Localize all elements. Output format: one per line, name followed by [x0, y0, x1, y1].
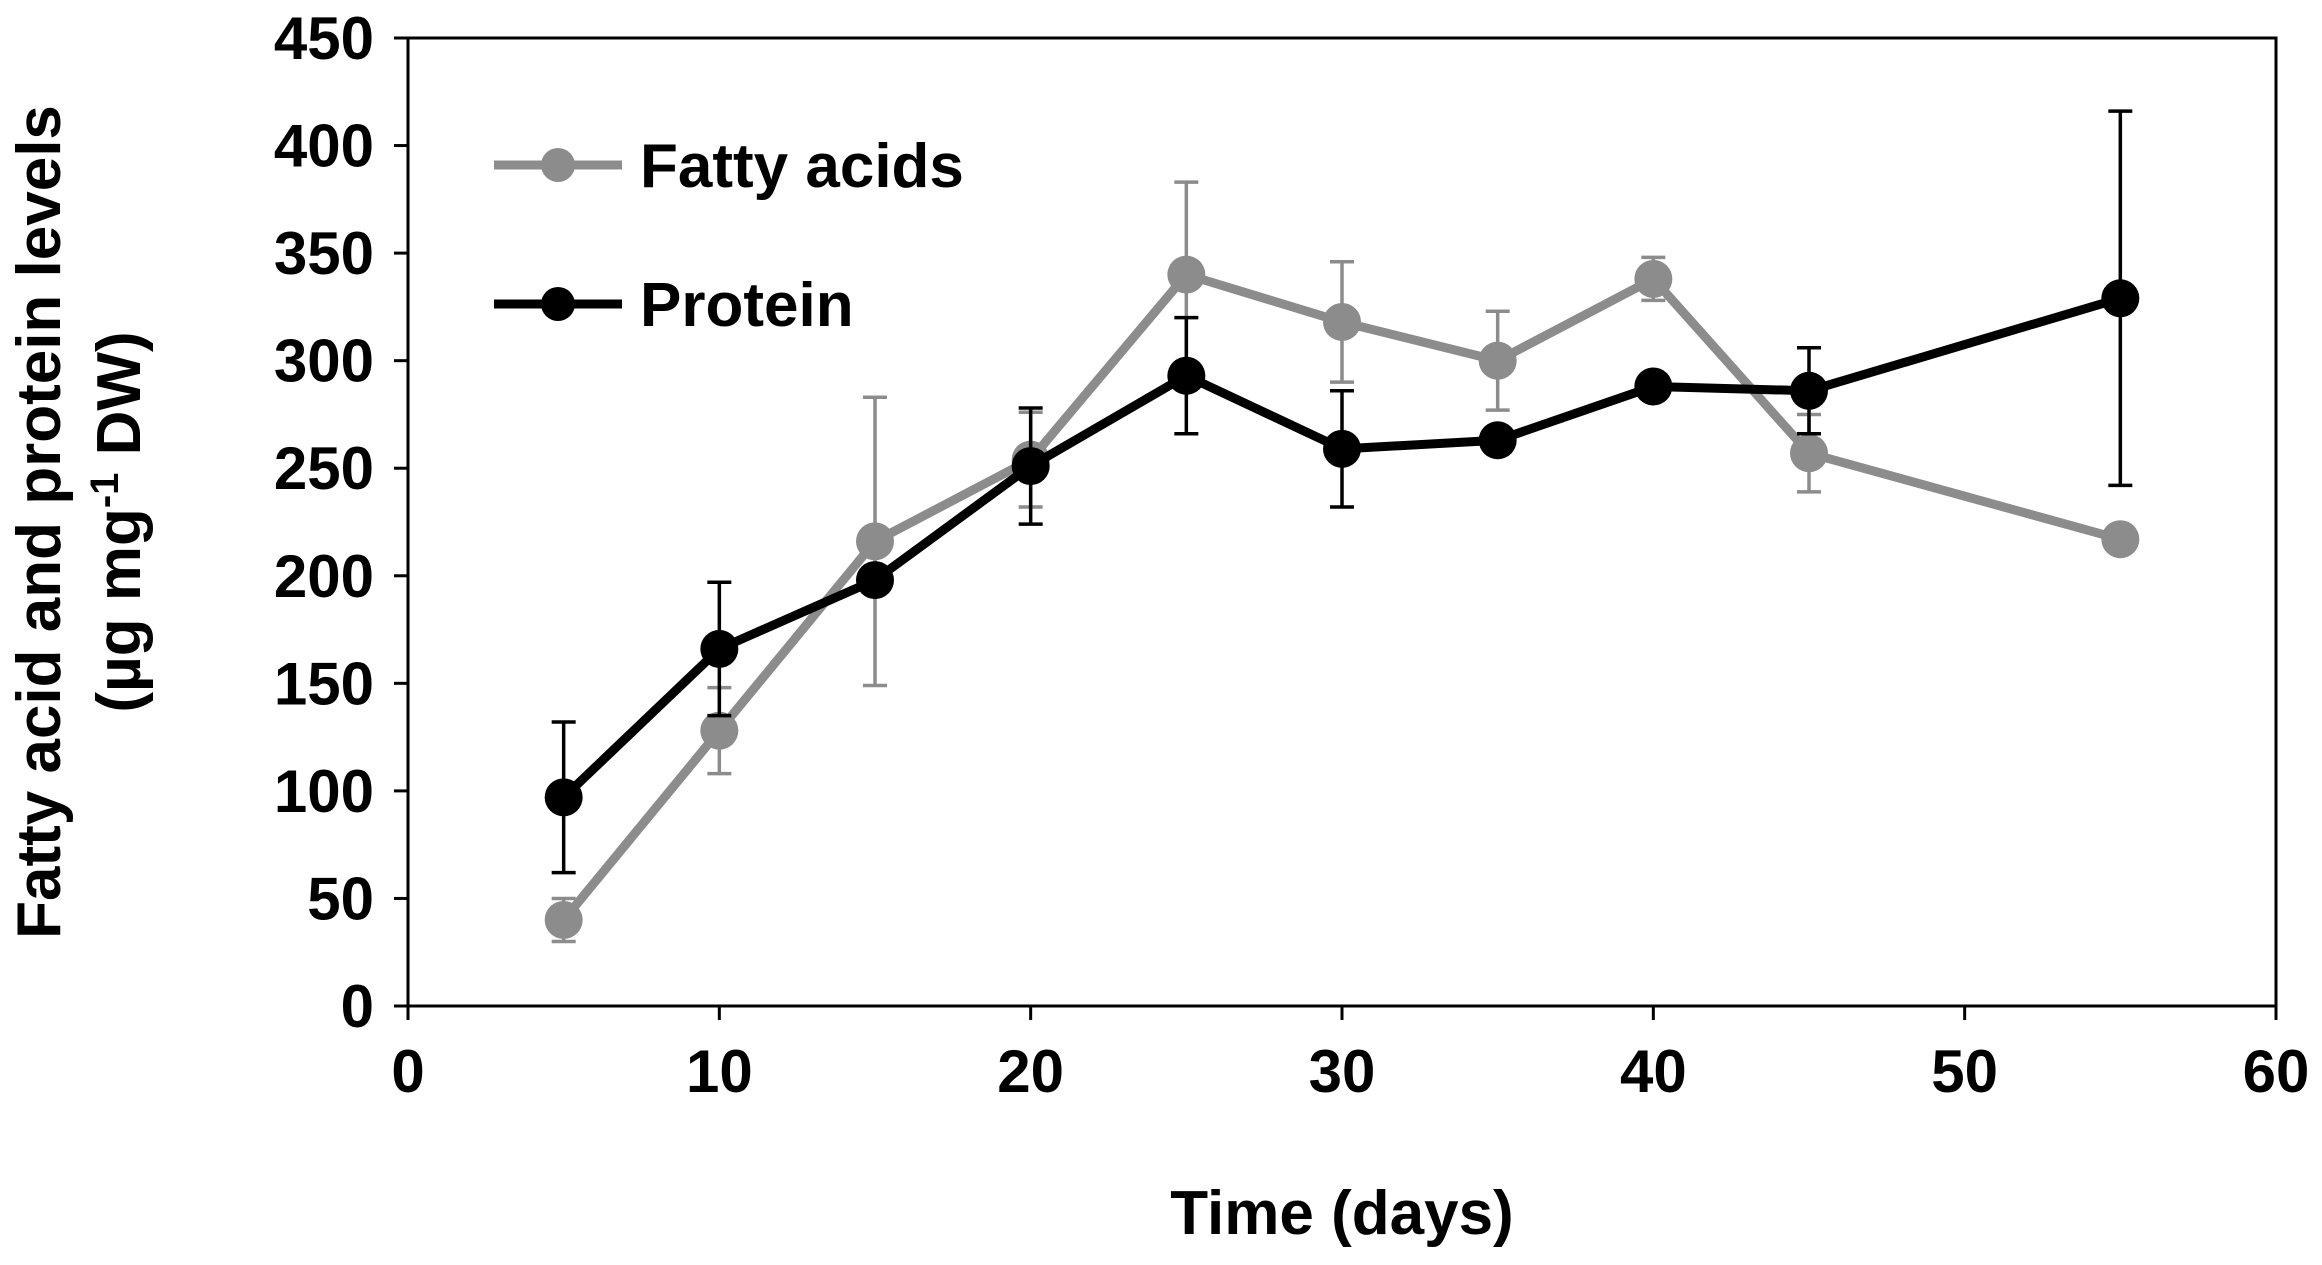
- y-tick-label: 50: [307, 865, 374, 932]
- x-tick-label: 30: [1309, 1038, 1376, 1105]
- legend: Fatty acids Protein: [494, 132, 964, 340]
- legend-label-protein: Protein: [640, 271, 854, 340]
- data-point-fatty-acids: [1323, 302, 1361, 341]
- data-point-protein: [1167, 356, 1206, 395]
- data-point-protein: [1011, 447, 1050, 486]
- x-tick-label: 50: [1931, 1038, 1998, 1105]
- y-tick-label: 200: [274, 543, 374, 610]
- y-axis-title-line1: Fatty acid and protein levels: [5, 105, 74, 939]
- data-point-protein: [1478, 421, 1517, 460]
- y-axis-title: Fatty acid and protein levels (µg mg-1 D…: [5, 105, 154, 939]
- data-point-protein: [1634, 367, 1673, 406]
- y-tick-label: 300: [274, 328, 374, 395]
- y-tick-label: 0: [341, 973, 374, 1040]
- x-tick-label: 20: [997, 1038, 1064, 1105]
- data-point-fatty-acids: [856, 522, 894, 561]
- data-point-protein: [856, 561, 894, 600]
- y-tick-label: 400: [274, 113, 374, 180]
- y-axis-title-superscript: -1: [83, 473, 127, 509]
- y-axis-ticks: 0 50 100 150 200 250 300 350 400 450: [274, 5, 408, 1040]
- x-tick-label: 0: [391, 1038, 424, 1105]
- data-point-fatty-acids: [700, 711, 739, 750]
- x-tick-label: 10: [686, 1038, 753, 1105]
- data-point-fatty-acids: [1634, 259, 1673, 298]
- data-point-fatty-acids: [544, 900, 583, 939]
- x-axis-title: Time (days): [1170, 1179, 1513, 1248]
- y-tick-label: 150: [274, 650, 374, 717]
- series-line-protein: [560, 293, 2122, 801]
- data-point-fatty-acids: [1790, 434, 1828, 473]
- y-tick-label: 250: [274, 435, 374, 502]
- y-tick-label: 350: [274, 220, 374, 287]
- data-point-protein: [1323, 429, 1361, 468]
- legend-marker-fatty-acids: [541, 148, 575, 182]
- data-point-fatty-acids: [2101, 520, 2140, 559]
- x-tick-label: 40: [1620, 1038, 1687, 1105]
- y-axis-title-suffix: DW): [85, 331, 154, 472]
- series-layer: [544, 109, 2140, 944]
- series-protein: [544, 109, 2140, 875]
- series-line-fatty-acids: [560, 270, 2122, 923]
- legend-marker-protein: [541, 287, 575, 321]
- y-tick-label: 450: [274, 5, 374, 72]
- data-point-fatty-acids: [1167, 255, 1206, 294]
- data-point-fatty-acids: [1478, 341, 1517, 380]
- x-axis-ticks: 0 10 20 30 40 50 60: [391, 1006, 2309, 1105]
- y-axis-title-prefix: (µg mg: [85, 508, 154, 712]
- x-tick-label: 60: [2243, 1038, 2310, 1105]
- data-point-protein: [1790, 371, 1828, 410]
- legend-label-fatty-acids: Fatty acids: [640, 132, 964, 201]
- data-point-protein: [544, 778, 583, 817]
- data-point-protein: [2101, 279, 2140, 318]
- y-axis-title-line2: (µg mg-1 DW): [83, 331, 154, 712]
- data-point-protein: [700, 629, 739, 668]
- y-tick-label: 100: [274, 758, 374, 825]
